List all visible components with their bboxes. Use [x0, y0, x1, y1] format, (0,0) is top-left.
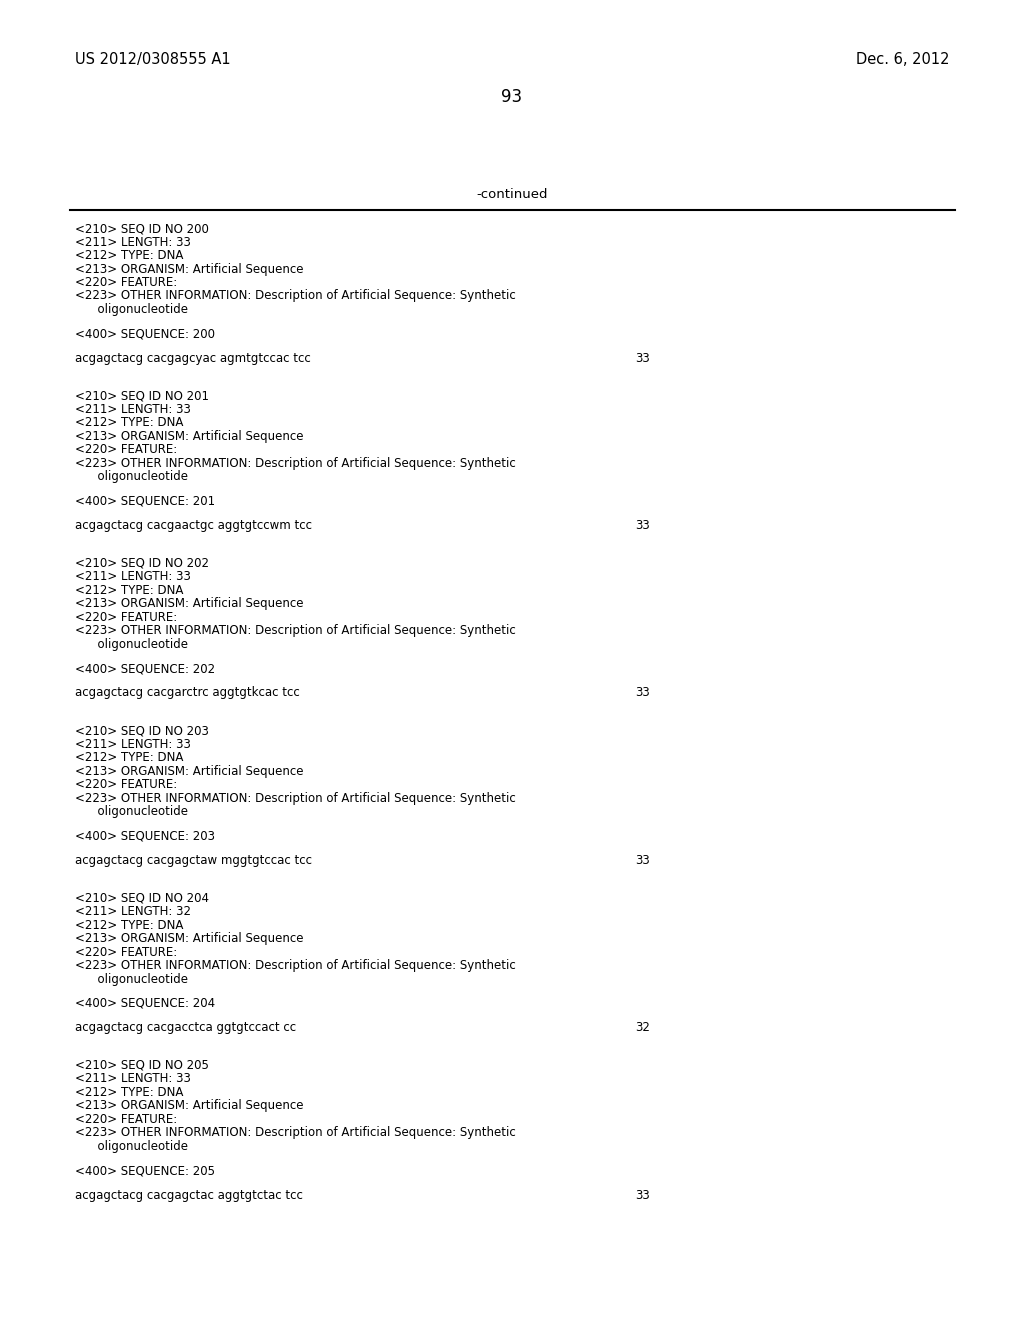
Text: <220> FEATURE:: <220> FEATURE:: [75, 1113, 177, 1126]
Text: <400> SEQUENCE: 200: <400> SEQUENCE: 200: [75, 327, 215, 341]
Text: oligonucleotide: oligonucleotide: [75, 973, 188, 986]
Text: <213> ORGANISM: Artificial Sequence: <213> ORGANISM: Artificial Sequence: [75, 764, 303, 777]
Text: acgagctacg cacgagctaw mggtgtccac tcc: acgagctacg cacgagctaw mggtgtccac tcc: [75, 854, 312, 867]
Text: 93: 93: [502, 88, 522, 106]
Text: <212> TYPE: DNA: <212> TYPE: DNA: [75, 583, 183, 597]
Text: acgagctacg cacgagctac aggtgtctac tcc: acgagctacg cacgagctac aggtgtctac tcc: [75, 1188, 303, 1201]
Text: <220> FEATURE:: <220> FEATURE:: [75, 444, 177, 457]
Text: <400> SEQUENCE: 203: <400> SEQUENCE: 203: [75, 829, 215, 842]
Text: US 2012/0308555 A1: US 2012/0308555 A1: [75, 51, 230, 67]
Text: <400> SEQUENCE: 202: <400> SEQUENCE: 202: [75, 663, 215, 675]
Text: <210> SEQ ID NO 205: <210> SEQ ID NO 205: [75, 1059, 209, 1072]
Text: oligonucleotide: oligonucleotide: [75, 470, 188, 483]
Text: -continued: -continued: [476, 187, 548, 201]
Text: <212> TYPE: DNA: <212> TYPE: DNA: [75, 751, 183, 764]
Text: 33: 33: [635, 854, 650, 867]
Text: <210> SEQ ID NO 201: <210> SEQ ID NO 201: [75, 389, 209, 403]
Text: 32: 32: [635, 1022, 650, 1034]
Text: oligonucleotide: oligonucleotide: [75, 805, 188, 818]
Text: <212> TYPE: DNA: <212> TYPE: DNA: [75, 416, 183, 429]
Text: <223> OTHER INFORMATION: Description of Artificial Sequence: Synthetic: <223> OTHER INFORMATION: Description of …: [75, 289, 516, 302]
Text: <400> SEQUENCE: 205: <400> SEQUENCE: 205: [75, 1164, 215, 1177]
Text: <212> TYPE: DNA: <212> TYPE: DNA: [75, 919, 183, 932]
Text: <211> LENGTH: 33: <211> LENGTH: 33: [75, 738, 190, 751]
Text: <211> LENGTH: 33: <211> LENGTH: 33: [75, 235, 190, 248]
Text: oligonucleotide: oligonucleotide: [75, 304, 188, 315]
Text: <213> ORGANISM: Artificial Sequence: <213> ORGANISM: Artificial Sequence: [75, 263, 303, 276]
Text: <211> LENGTH: 33: <211> LENGTH: 33: [75, 570, 190, 583]
Text: oligonucleotide: oligonucleotide: [75, 1140, 188, 1152]
Text: <213> ORGANISM: Artificial Sequence: <213> ORGANISM: Artificial Sequence: [75, 932, 303, 945]
Text: <400> SEQUENCE: 204: <400> SEQUENCE: 204: [75, 997, 215, 1010]
Text: Dec. 6, 2012: Dec. 6, 2012: [856, 51, 950, 67]
Text: <223> OTHER INFORMATION: Description of Artificial Sequence: Synthetic: <223> OTHER INFORMATION: Description of …: [75, 792, 516, 805]
Text: acgagctacg cacgaactgc aggtgtccwm tcc: acgagctacg cacgaactgc aggtgtccwm tcc: [75, 519, 312, 532]
Text: <211> LENGTH: 33: <211> LENGTH: 33: [75, 403, 190, 416]
Text: <223> OTHER INFORMATION: Description of Artificial Sequence: Synthetic: <223> OTHER INFORMATION: Description of …: [75, 1126, 516, 1139]
Text: acgagctacg cacgagcyac agmtgtccac tcc: acgagctacg cacgagcyac agmtgtccac tcc: [75, 351, 310, 364]
Text: <223> OTHER INFORMATION: Description of Artificial Sequence: Synthetic: <223> OTHER INFORMATION: Description of …: [75, 457, 516, 470]
Text: oligonucleotide: oligonucleotide: [75, 638, 188, 651]
Text: <220> FEATURE:: <220> FEATURE:: [75, 611, 177, 624]
Text: <212> TYPE: DNA: <212> TYPE: DNA: [75, 249, 183, 261]
Text: <210> SEQ ID NO 203: <210> SEQ ID NO 203: [75, 725, 209, 737]
Text: <211> LENGTH: 33: <211> LENGTH: 33: [75, 1072, 190, 1085]
Text: 33: 33: [635, 686, 650, 700]
Text: 33: 33: [635, 351, 650, 364]
Text: <210> SEQ ID NO 204: <210> SEQ ID NO 204: [75, 891, 209, 904]
Text: <210> SEQ ID NO 200: <210> SEQ ID NO 200: [75, 222, 209, 235]
Text: <220> FEATURE:: <220> FEATURE:: [75, 779, 177, 791]
Text: <220> FEATURE:: <220> FEATURE:: [75, 276, 177, 289]
Text: 33: 33: [635, 1188, 650, 1201]
Text: <210> SEQ ID NO 202: <210> SEQ ID NO 202: [75, 557, 209, 570]
Text: <223> OTHER INFORMATION: Description of Artificial Sequence: Synthetic: <223> OTHER INFORMATION: Description of …: [75, 960, 516, 972]
Text: <213> ORGANISM: Artificial Sequence: <213> ORGANISM: Artificial Sequence: [75, 430, 303, 444]
Text: <213> ORGANISM: Artificial Sequence: <213> ORGANISM: Artificial Sequence: [75, 1100, 303, 1113]
Text: <220> FEATURE:: <220> FEATURE:: [75, 945, 177, 958]
Text: <213> ORGANISM: Artificial Sequence: <213> ORGANISM: Artificial Sequence: [75, 597, 303, 610]
Text: <212> TYPE: DNA: <212> TYPE: DNA: [75, 1086, 183, 1100]
Text: acgagctacg cacgarctrc aggtgtkcac tcc: acgagctacg cacgarctrc aggtgtkcac tcc: [75, 686, 300, 700]
Text: <211> LENGTH: 32: <211> LENGTH: 32: [75, 906, 191, 919]
Text: 33: 33: [635, 519, 650, 532]
Text: <400> SEQUENCE: 201: <400> SEQUENCE: 201: [75, 495, 215, 508]
Text: acgagctacg cacgacctca ggtgtccact cc: acgagctacg cacgacctca ggtgtccact cc: [75, 1022, 296, 1034]
Text: <223> OTHER INFORMATION: Description of Artificial Sequence: Synthetic: <223> OTHER INFORMATION: Description of …: [75, 624, 516, 638]
